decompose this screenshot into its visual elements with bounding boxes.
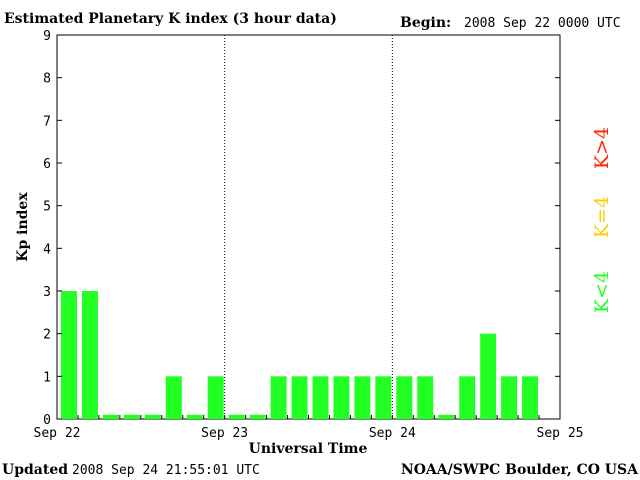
x-tick-label: Sep 24	[369, 426, 416, 441]
begin-value: 2008 Sep 22 0000 UTC	[464, 16, 621, 31]
kp-bar	[123, 414, 140, 419]
kp-bar	[480, 333, 497, 419]
kp-bar	[270, 376, 287, 419]
kp-bar	[186, 414, 203, 419]
y-tick-label: 9	[43, 29, 51, 44]
chart-title: Estimated Planetary K index (3 hour data…	[4, 11, 337, 27]
y-tick-label: 6	[43, 157, 51, 172]
kp-bar	[312, 376, 329, 419]
y-tick-label: 0	[43, 413, 51, 428]
kp-bar	[333, 376, 350, 419]
updated-value: 2008 Sep 24 21:55:01 UTC	[72, 463, 260, 478]
kp-bar	[354, 376, 371, 419]
kp-bar	[102, 414, 119, 419]
kp-bar	[417, 376, 434, 419]
kp-bar	[522, 376, 539, 419]
legend-k-greater-4: K>4	[591, 127, 613, 169]
x-tick-label: Sep 25	[537, 426, 584, 441]
kp-bars	[61, 291, 539, 419]
kp-bar	[438, 414, 455, 419]
kp-bar	[165, 376, 182, 419]
x-tick-label: Sep 22	[34, 426, 81, 441]
kp-bar	[81, 291, 98, 419]
y-tick-label: 5	[43, 200, 51, 215]
kp-bar	[61, 291, 77, 419]
kp-bar	[207, 376, 224, 419]
y-tick-label: 3	[43, 285, 51, 300]
kp-bar	[501, 376, 518, 419]
begin-label: Begin:	[400, 15, 451, 31]
y-axis-ticks: 0 1 2 3 4 5 6 7 8 9	[43, 29, 560, 428]
kp-bar	[228, 414, 245, 419]
day-gridlines	[224, 35, 393, 419]
y-tick-label: 4	[43, 242, 51, 257]
source-credit: NOAA/SWPC Boulder, CO USA	[401, 462, 639, 478]
kp-bar	[291, 376, 308, 419]
x-axis-label: Universal Time	[249, 441, 368, 457]
updated-label: Updated	[2, 462, 68, 478]
y-tick-label: 1	[43, 370, 51, 385]
kp-bar	[459, 376, 476, 419]
x-axis-ticks: Sep 22 Sep 23 Sep 24 Sep 25	[34, 415, 584, 441]
kp-bar	[249, 414, 266, 419]
kp-bar	[144, 414, 161, 419]
y-tick-label: 2	[43, 328, 51, 343]
y-axis-label: Kp index	[15, 192, 31, 262]
x-tick-label: Sep 23	[201, 426, 248, 441]
y-tick-label: 7	[43, 114, 51, 129]
legend-k-equals-4: K=4	[591, 196, 613, 238]
legend-k-less-4: K<4	[591, 271, 613, 313]
kp-bar	[396, 376, 413, 419]
kp-bar	[375, 376, 392, 419]
y-tick-label: 8	[43, 72, 51, 87]
